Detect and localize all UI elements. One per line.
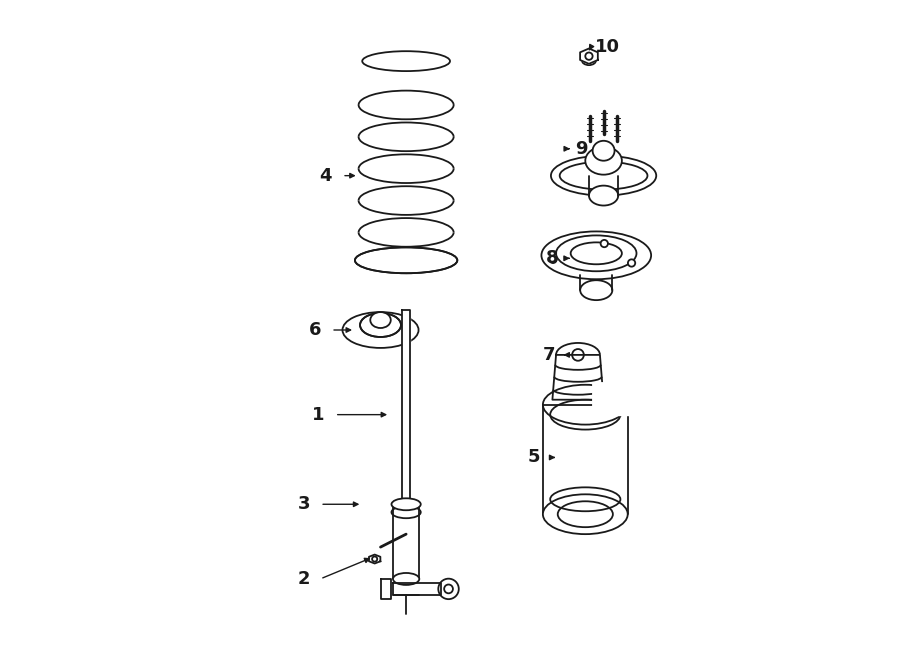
Text: 3: 3 <box>298 495 310 514</box>
Text: 1: 1 <box>312 406 325 424</box>
Polygon shape <box>553 355 604 400</box>
Polygon shape <box>393 504 419 579</box>
Ellipse shape <box>362 51 450 71</box>
Ellipse shape <box>543 494 627 534</box>
Circle shape <box>372 557 377 562</box>
Polygon shape <box>393 583 441 595</box>
Text: 2: 2 <box>298 570 310 588</box>
Ellipse shape <box>370 312 391 328</box>
Ellipse shape <box>551 156 656 196</box>
Circle shape <box>444 584 453 594</box>
Ellipse shape <box>542 231 651 279</box>
Text: 6: 6 <box>309 321 321 339</box>
Polygon shape <box>580 48 598 64</box>
Ellipse shape <box>355 247 457 273</box>
Circle shape <box>549 256 556 263</box>
Ellipse shape <box>543 385 627 424</box>
Polygon shape <box>592 383 632 414</box>
Text: 8: 8 <box>546 249 559 267</box>
Circle shape <box>438 578 459 599</box>
Circle shape <box>585 52 592 59</box>
Text: 4: 4 <box>320 167 332 184</box>
Ellipse shape <box>553 387 604 412</box>
Ellipse shape <box>585 147 622 175</box>
Text: 10: 10 <box>595 38 620 56</box>
Polygon shape <box>402 310 410 504</box>
Ellipse shape <box>556 343 600 367</box>
Polygon shape <box>543 405 627 514</box>
Ellipse shape <box>400 499 412 509</box>
Text: 5: 5 <box>528 448 540 467</box>
Ellipse shape <box>360 313 401 337</box>
Text: 7: 7 <box>543 346 555 364</box>
Ellipse shape <box>589 186 618 206</box>
Text: 9: 9 <box>575 139 588 158</box>
Ellipse shape <box>392 498 420 510</box>
Polygon shape <box>369 555 381 564</box>
Ellipse shape <box>580 280 612 300</box>
Ellipse shape <box>592 141 615 161</box>
Ellipse shape <box>392 506 420 518</box>
Ellipse shape <box>393 573 419 585</box>
Ellipse shape <box>581 55 596 65</box>
Circle shape <box>600 240 608 247</box>
Circle shape <box>572 349 584 361</box>
Polygon shape <box>382 579 392 599</box>
Ellipse shape <box>343 312 418 348</box>
Circle shape <box>628 259 635 266</box>
